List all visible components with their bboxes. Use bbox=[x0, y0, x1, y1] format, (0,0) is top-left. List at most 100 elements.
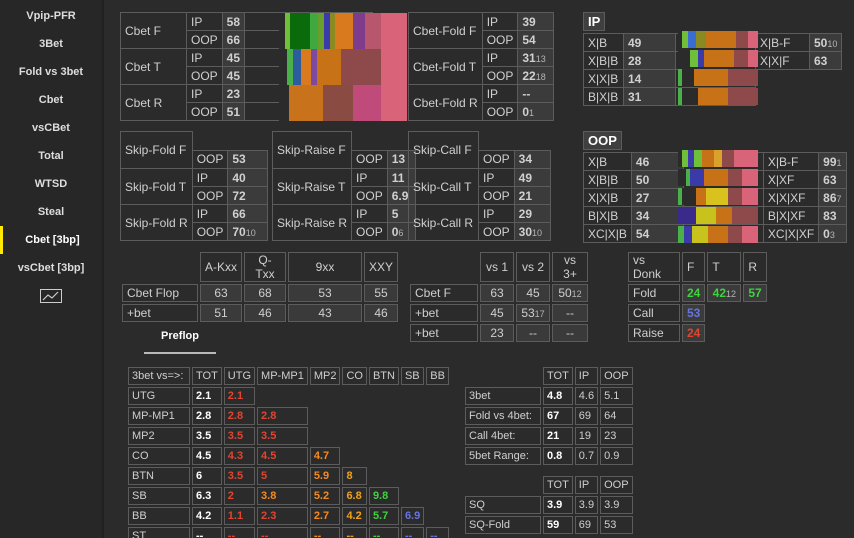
cell: 45 bbox=[480, 304, 514, 322]
nav-vscbet-3bp[interactable]: vsCbet [3bp] bbox=[17, 262, 85, 274]
ip-line-value: 14 bbox=[623, 69, 676, 88]
ip-line-label: X|B bbox=[583, 33, 624, 52]
oop-side-label: X|B-F bbox=[762, 152, 820, 171]
ip-line-value: 49 bbox=[623, 33, 676, 52]
row-label: Fold vs 4bet: bbox=[465, 407, 541, 425]
cell: 4.6 bbox=[574, 387, 599, 405]
col-header: OOP bbox=[600, 476, 633, 494]
oop-line-value: 46 bbox=[630, 152, 684, 171]
cell: 57 bbox=[743, 284, 767, 302]
tot-cell: 2.1 bbox=[192, 387, 222, 405]
cell: 5.1 bbox=[600, 387, 633, 405]
col-header: UTG bbox=[223, 367, 256, 385]
nav-steal[interactable]: Steal bbox=[37, 206, 65, 218]
cell: 67 bbox=[543, 407, 573, 425]
cbet-r-range-bar bbox=[279, 85, 407, 121]
nav-wtsd[interactable]: WTSD bbox=[34, 178, 68, 190]
row-label: SQ-Fold bbox=[465, 516, 541, 534]
ip-xxb-range-bar bbox=[678, 69, 758, 86]
cell: -- bbox=[257, 527, 308, 538]
row-label: +bet bbox=[410, 304, 478, 322]
oop-label: OOP bbox=[478, 149, 515, 169]
cell: 4.8 bbox=[543, 387, 573, 405]
oop-label: OOP bbox=[186, 102, 223, 121]
nav-cbet-3bp[interactable]: Cbet [3bp] bbox=[0, 226, 102, 254]
oop-side-label: XC|X|XF bbox=[762, 224, 820, 243]
oop-box-title: OOP bbox=[583, 131, 622, 150]
nav-graph[interactable] bbox=[0, 282, 102, 310]
skip-call-t-ip: 49 bbox=[513, 168, 551, 187]
col-header: TOT bbox=[543, 367, 573, 385]
ip-line-value: 31 bbox=[623, 87, 676, 106]
oop-side-value: 0 bbox=[823, 226, 830, 241]
ip-side-value: 50 bbox=[814, 35, 828, 50]
row-label: MP-MP1 bbox=[128, 407, 190, 425]
cell: 4.7 bbox=[309, 447, 341, 465]
cell: 2.8 bbox=[223, 407, 256, 425]
row-label: Call bbox=[628, 304, 680, 322]
row-label: UTG bbox=[128, 387, 190, 405]
col-header: IP bbox=[574, 367, 599, 385]
threebet-matrix: 3bet vs=>: TOT UTG MP-MP1 MP2 CO BTN SB … bbox=[126, 365, 451, 538]
skip-call-r-oop-count: 10 bbox=[532, 227, 543, 238]
cell: -- bbox=[309, 527, 341, 538]
oop-label: OOP bbox=[481, 30, 519, 49]
cell: 50 bbox=[558, 286, 572, 300]
ip-line-label: X|B|B bbox=[583, 51, 624, 70]
oop-side-value: 86 bbox=[823, 190, 837, 205]
cell: 42 bbox=[712, 286, 727, 300]
cbet-fold-table: Cbet-Fold F IP 39 OOP 54 Cbet-Fold T IP 3113 … bbox=[408, 12, 555, 121]
col-header: BB bbox=[426, 367, 449, 385]
nav-cbet[interactable]: Cbet bbox=[38, 94, 64, 106]
cbetfold-f-oop: 54 bbox=[517, 30, 555, 49]
tot-cell: 2.8 bbox=[192, 407, 222, 425]
ip-side-value: 63 bbox=[808, 51, 843, 70]
oop-label: OOP bbox=[351, 186, 388, 205]
cell: 6.9 bbox=[400, 507, 425, 525]
cell: 3.5 bbox=[223, 427, 256, 445]
ip-label: IP bbox=[478, 204, 515, 223]
row-label: +bet bbox=[410, 324, 478, 342]
cell: 53 bbox=[288, 284, 362, 302]
cbet-f-oop: 66 bbox=[221, 30, 246, 49]
tot-cell: 3.5 bbox=[192, 427, 222, 445]
cell: 4.5 bbox=[257, 447, 308, 465]
nav-vscbet[interactable]: vsCBet bbox=[32, 122, 70, 134]
ip-side-count: 10 bbox=[827, 38, 838, 49]
ip-label: IP bbox=[351, 168, 388, 187]
col-header: TOT bbox=[543, 476, 573, 494]
cbetfold-t-oop: 22 bbox=[522, 68, 536, 83]
line-chart-icon[interactable] bbox=[39, 288, 63, 304]
nav-total[interactable]: Total bbox=[38, 150, 64, 162]
nav-3bet[interactable]: 3Bet bbox=[39, 38, 63, 50]
oop-side-value: 99 bbox=[823, 154, 837, 169]
cbet-t-ip: 45 bbox=[221, 48, 246, 67]
skip-fold-r-oop: 70 bbox=[232, 224, 246, 239]
cbetfold-f-label: Cbet-Fold F bbox=[408, 12, 483, 49]
cell: 5.7 bbox=[368, 507, 399, 525]
ip-label: IP bbox=[186, 84, 223, 103]
ip-label: IP bbox=[191, 168, 229, 187]
cell: 1.1 bbox=[223, 507, 256, 525]
row-label: Cbet F bbox=[410, 284, 478, 302]
oop-side-label: X|XF bbox=[762, 170, 820, 189]
tab-preflop[interactable]: Preflop bbox=[144, 330, 216, 354]
cell: -- bbox=[426, 527, 449, 538]
cell: 63 bbox=[200, 284, 242, 302]
skip-fold-r-oop-count: 10 bbox=[245, 227, 256, 238]
skip-fold-r-label: Skip-Fold R bbox=[120, 204, 193, 241]
col-header: IP bbox=[574, 476, 599, 494]
nav-vpip-pfr[interactable]: Vpip-PFR bbox=[26, 10, 76, 22]
oop-line-value: 50 bbox=[630, 170, 684, 189]
ip-label: IP bbox=[186, 48, 223, 67]
ip-box-title: IP bbox=[583, 12, 606, 31]
skip-call-t-oop: 21 bbox=[513, 186, 551, 205]
skip-fold-f-oop: 53 bbox=[227, 149, 269, 169]
cbetfold-r-ip: -- bbox=[517, 84, 555, 103]
cbet-r-label: Cbet R bbox=[120, 84, 187, 121]
cell: 3.9 bbox=[600, 496, 633, 514]
ip-label: IP bbox=[481, 84, 519, 103]
row-label: BB bbox=[128, 507, 190, 525]
oop-line-value: 27 bbox=[630, 188, 684, 207]
nav-fold-vs-3bet[interactable]: Fold vs 3bet bbox=[18, 66, 84, 78]
